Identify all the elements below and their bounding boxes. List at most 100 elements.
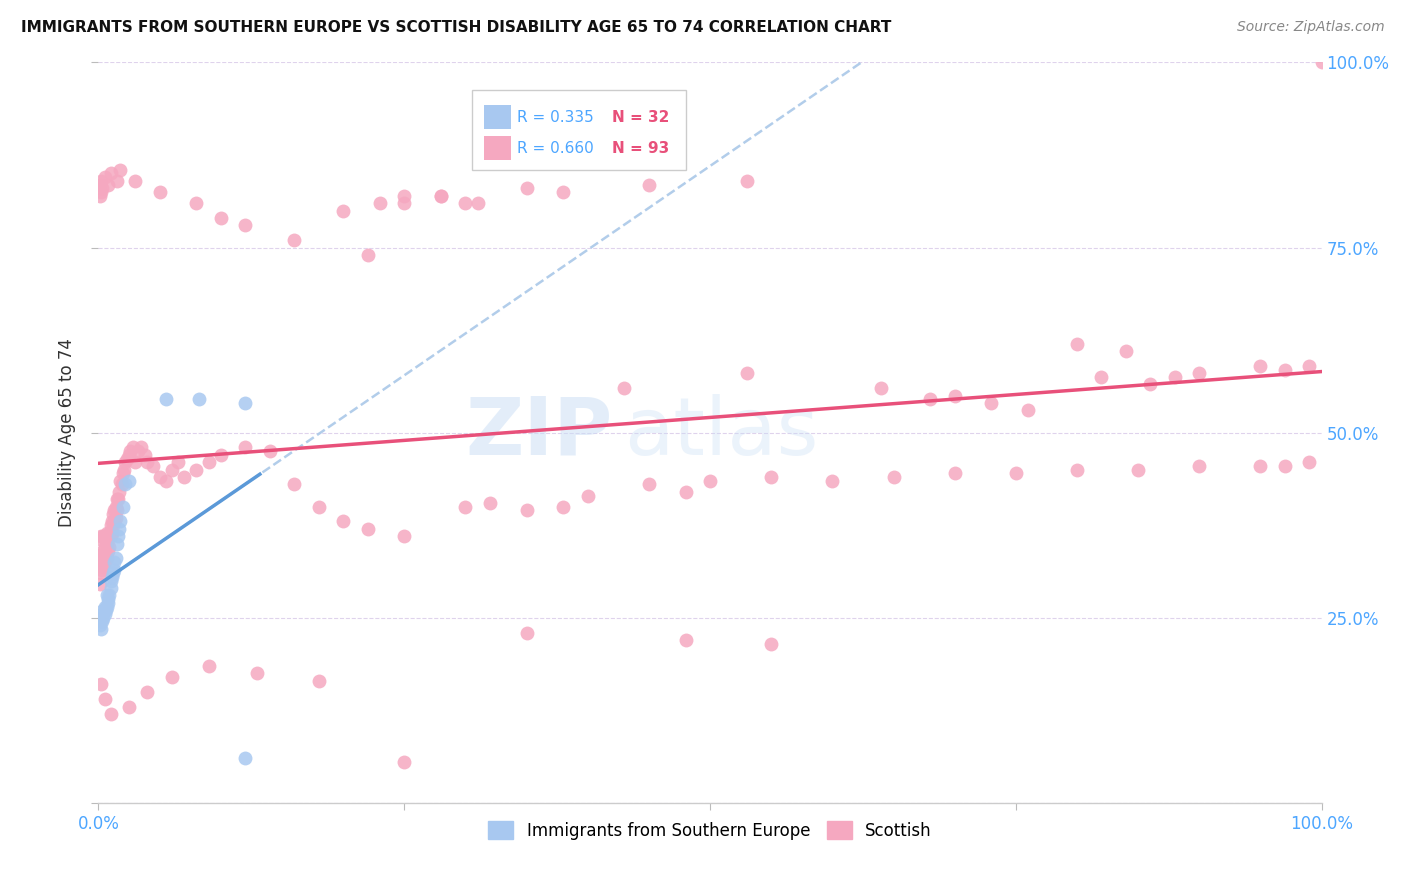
Point (821, 474, 844, 488)
Point (110, 474, 132, 488)
Text: ZIP: ZIP (465, 393, 612, 472)
Point (735, 174, 758, 188)
Point (105, 174, 128, 188)
Point (97, 178, 120, 192)
Point (101, 525, 124, 540)
Text: Source: ZipAtlas.com: Source: ZipAtlas.com (1237, 20, 1385, 34)
Point (91, 533, 114, 547)
Point (90, 174, 112, 188)
Point (699, 474, 721, 488)
Point (94, 533, 117, 547)
Point (283, 477, 305, 491)
Point (233, 441, 256, 455)
Point (100, 166, 122, 180)
Point (110, 515, 132, 529)
Point (1004, 467, 1026, 481)
Point (870, 381, 893, 395)
Point (136, 685, 159, 699)
Point (233, 751, 256, 765)
Point (735, 367, 758, 381)
Point (553, 500, 575, 514)
Point (980, 396, 1002, 410)
Point (110, 162, 132, 177)
Point (613, 381, 636, 395)
Point (332, 515, 354, 529)
Point (675, 484, 697, 499)
Point (91, 563, 114, 577)
Point (93, 599, 115, 614)
Point (89, 618, 111, 632)
Point (90, 610, 112, 624)
Point (430, 188, 453, 202)
Point (100, 706, 122, 721)
Point (118, 474, 141, 488)
Point (112, 462, 135, 476)
Point (1274, 362, 1296, 376)
Point (1066, 336, 1088, 351)
Point (129, 441, 152, 455)
Point (96, 599, 118, 614)
Legend: Immigrants from Southern Europe, Scottish: Immigrants from Southern Europe, Scottis… (482, 814, 938, 847)
Point (114, 477, 136, 491)
Point (283, 233, 305, 247)
Point (392, 755, 416, 769)
Text: N = 93: N = 93 (612, 141, 669, 156)
Point (118, 448, 141, 462)
Point (197, 455, 219, 469)
Point (98, 525, 121, 540)
Bar (471, 90, 686, 169)
Point (761, 637, 783, 651)
Point (100, 529, 122, 543)
Point (149, 185, 172, 199)
Point (124, 455, 146, 469)
Point (467, 196, 489, 211)
Point (142, 458, 165, 473)
Point (91, 615, 114, 629)
Point (93, 170, 115, 185)
Point (1310, 55, 1333, 70)
Point (91, 548, 114, 562)
Point (120, 444, 142, 458)
Point (108, 484, 131, 499)
Point (1188, 458, 1211, 473)
Point (943, 388, 966, 402)
Point (121, 441, 143, 455)
Bar (484, 105, 510, 129)
Point (1115, 344, 1137, 359)
Text: R = 0.660: R = 0.660 (517, 141, 593, 156)
Point (96, 551, 118, 566)
Point (233, 219, 256, 233)
Point (101, 518, 124, 533)
Point (392, 188, 416, 202)
Point (107, 529, 129, 543)
Point (94, 548, 117, 562)
Point (173, 470, 195, 484)
Point (111, 477, 134, 491)
Point (160, 462, 183, 476)
Point (97, 596, 120, 610)
Point (103, 515, 125, 529)
Point (104, 500, 127, 514)
Point (104, 510, 127, 524)
Point (103, 503, 125, 517)
Point (91, 181, 114, 195)
Point (356, 248, 378, 262)
Point (108, 522, 131, 536)
Point (308, 500, 330, 514)
Point (920, 392, 942, 407)
Point (96, 536, 118, 550)
Point (91, 607, 114, 621)
Point (89, 558, 111, 573)
Point (105, 503, 128, 517)
Point (91, 558, 114, 573)
Point (89, 178, 111, 192)
Point (90, 566, 112, 581)
Point (478, 496, 501, 510)
Point (101, 570, 124, 584)
Point (90, 622, 112, 636)
Point (675, 632, 697, 647)
Point (96, 589, 118, 603)
Point (1249, 458, 1271, 473)
Point (1274, 458, 1296, 473)
Text: IMMIGRANTS FROM SOUTHERN EUROPE VS SCOTTISH DISABILITY AGE 65 TO 74 CORRELATION : IMMIGRANTS FROM SOUTHERN EUROPE VS SCOTT… (21, 20, 891, 35)
